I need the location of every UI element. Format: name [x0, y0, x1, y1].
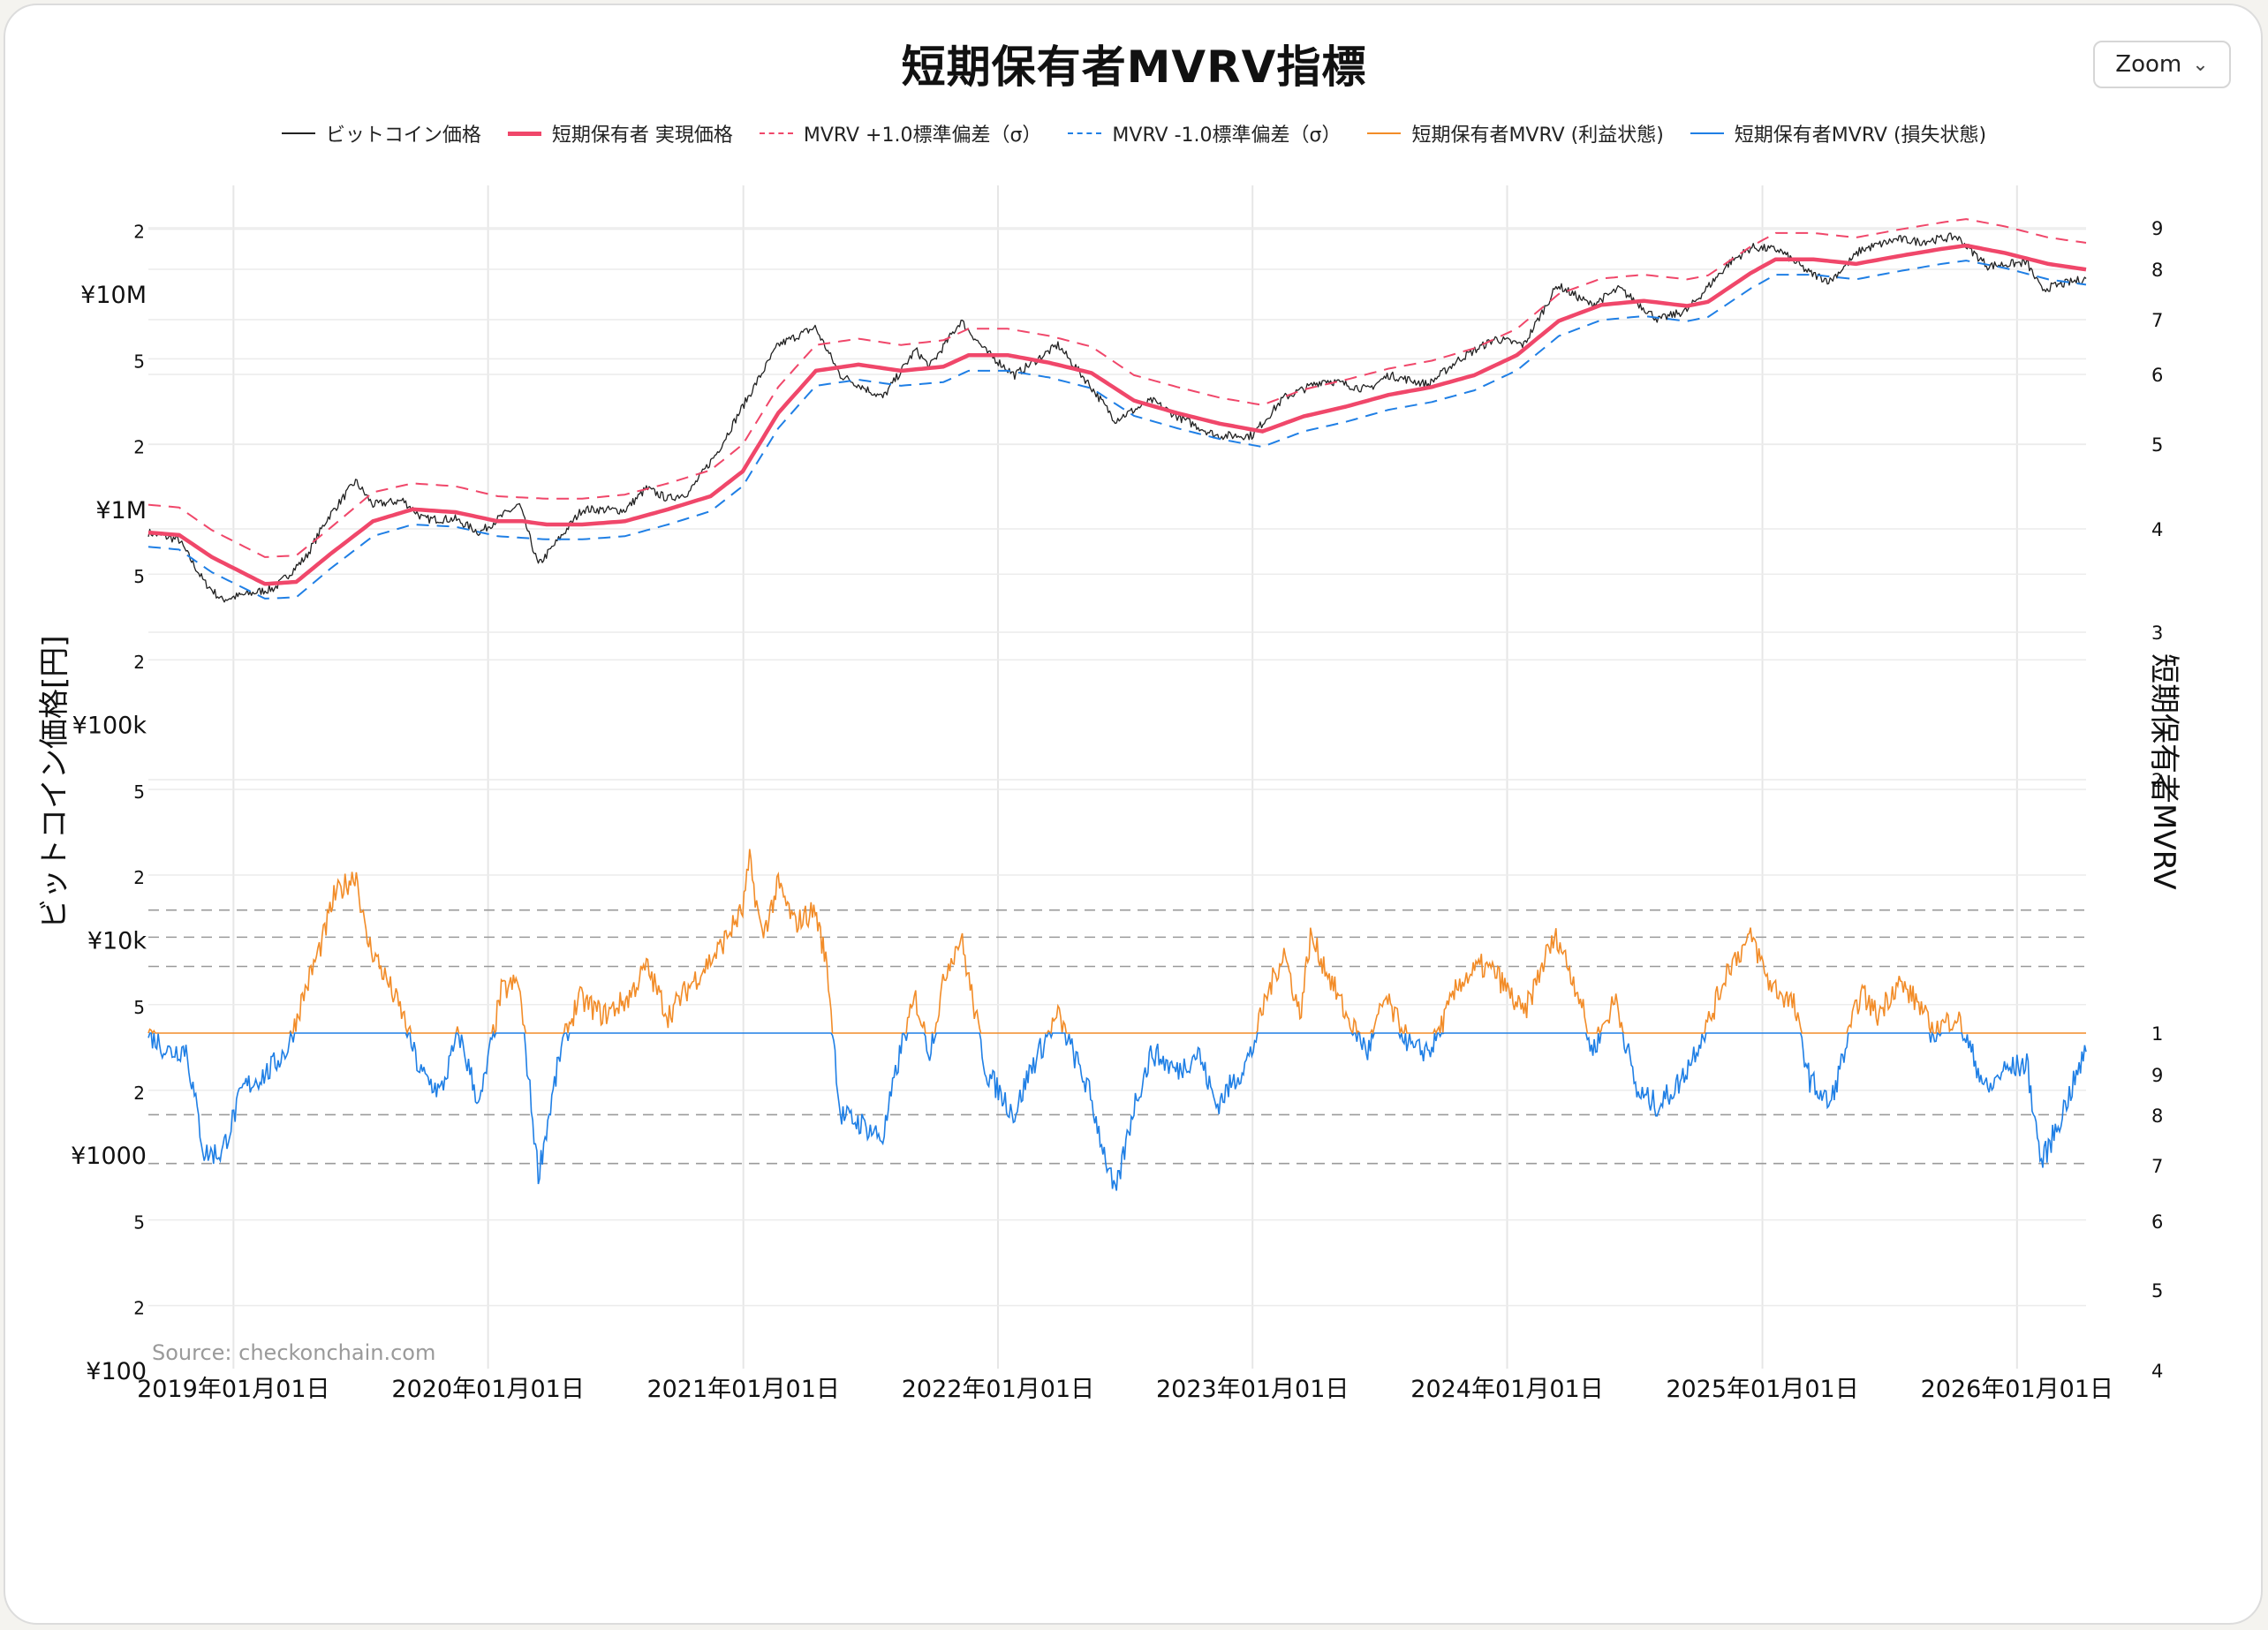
legend-item-plus-sigma[interactable]: MVRV +1.0標準偏差（σ） — [759, 119, 1042, 147]
right-axis-title: 短期保有者MVRV — [2146, 653, 2181, 890]
legend-swatch-mvrv-loss — [1690, 132, 1724, 134]
y-right-tick-label: 7 — [2151, 1156, 2163, 1177]
y-right-tick-label: 1 — [2151, 1023, 2163, 1045]
series-line-2 — [147, 218, 2087, 558]
series-layer — [147, 218, 2087, 1191]
y-right-tick-label: 2 — [2151, 770, 2163, 791]
x-tick-label: 2023年01月01日 — [1156, 1376, 1349, 1403]
y-left-tick-label: ¥10k — [87, 927, 147, 955]
y-left-tick-label: 2 — [133, 652, 145, 673]
series-line-mvrv-loss — [147, 1030, 2087, 1191]
legend-label: MVRV -1.0標準偏差（σ） — [1112, 125, 1342, 147]
y-left-tick-label: 2 — [133, 867, 145, 888]
y-right-tick-label: 8 — [2151, 260, 2163, 281]
legend-item-btc-price[interactable]: ビットコイン価格 — [281, 119, 481, 147]
x-tick-label: 2019年01月01日 — [137, 1376, 329, 1403]
x-tick-label: 2024年01月01日 — [1410, 1376, 1603, 1403]
legend-swatch-minus-sigma — [1068, 132, 1102, 134]
y-left-tick-label: 5 — [133, 1212, 145, 1234]
tick-labels: 2019年01月01日 2020年01月01日 2021年01月01日 2022年01… — [71, 218, 2163, 1403]
legend-item-mvrv-loss[interactable]: 短期保有者MVRV (損失状態) — [1690, 119, 1986, 147]
y-right-tick-label: 9 — [2151, 218, 2163, 239]
y-right-tick-label: 7 — [2151, 310, 2163, 331]
legend-swatch-mvrv-profit — [1367, 132, 1402, 134]
y-left-tick-label: 2 — [133, 1083, 145, 1104]
series-line-mvrv-profit — [147, 849, 2086, 1036]
y-right-tick-label: 5 — [2151, 434, 2163, 456]
y-right-tick-label: 6 — [2151, 365, 2163, 386]
y-right-tick-label: 6 — [2151, 1211, 2163, 1233]
legend-label: ビットコイン価格 — [325, 125, 481, 147]
legend-label: 短期保有者MVRV (損失状態) — [1734, 125, 1987, 147]
x-tick-label: 2025年01月01日 — [1666, 1376, 1858, 1403]
series-line-1 — [147, 243, 2087, 586]
legend-label: 短期保有者 実現価格 — [551, 125, 733, 147]
x-tick-label: 2021年01月01日 — [646, 1376, 839, 1403]
y-right-tick-label: 3 — [2151, 623, 2163, 644]
y-right-tick-label: 4 — [2151, 1361, 2163, 1382]
y-right-tick-label: 5 — [2151, 1280, 2163, 1302]
series-line-3 — [147, 260, 2087, 600]
legend-label: MVRV +1.0標準偏差（σ） — [803, 125, 1042, 147]
legend-item-minus-sigma[interactable]: MVRV -1.0標準偏差（σ） — [1068, 119, 1341, 147]
y-left-tick-label: 5 — [133, 781, 145, 803]
legend-swatch-realized-price — [507, 131, 541, 136]
series-line-0 — [147, 232, 2087, 603]
grid-layer — [148, 185, 2086, 1369]
legend-item-realized-price[interactable]: 短期保有者 実現価格 — [507, 119, 733, 147]
zoom-dropdown-button[interactable]: Zoom ⌄ — [2093, 41, 2231, 88]
y-left-tick-label: ¥100 — [86, 1358, 147, 1385]
y-right-tick-label: 8 — [2151, 1106, 2163, 1127]
y-left-tick-label: 5 — [133, 997, 145, 1018]
y-left-tick-label: 2 — [133, 222, 145, 243]
y-left-tick-label: ¥1000 — [71, 1143, 147, 1170]
source-credit: Source: checkonchain.com — [152, 1340, 436, 1365]
legend-label: 短期保有者MVRV (利益状態) — [1411, 125, 1664, 147]
y-left-tick-label: 5 — [133, 351, 145, 372]
y-right-tick-label: 4 — [2151, 519, 2163, 540]
x-tick-label: 2022年01月01日 — [902, 1376, 1094, 1403]
y-left-tick-label: 2 — [133, 1298, 145, 1319]
reference-lines — [148, 909, 2086, 1165]
zoom-label: Zoom — [2115, 51, 2182, 78]
left-axis-title: ビットコイン価格[円] — [37, 635, 72, 929]
chart-legend: ビットコイン価格 短期保有者 実現価格 MVRV +1.0標準偏差（σ） MVR… — [0, 118, 2268, 148]
page-title: 短期保有者MVRV指標 — [901, 42, 1367, 93]
y-right-tick-label: 9 — [2151, 1065, 2163, 1086]
y-left-tick-label: ¥100k — [72, 713, 147, 740]
y-left-tick-label: ¥1M — [95, 497, 147, 524]
chevron-down-icon: ⌄ — [2192, 53, 2209, 76]
y-left-tick-label: ¥10M — [80, 282, 147, 309]
legend-item-mvrv-profit[interactable]: 短期保有者MVRV (利益状態) — [1367, 119, 1664, 147]
x-tick-label: 2026年01月01日 — [1921, 1376, 2113, 1403]
x-tick-label: 2020年01月01日 — [391, 1376, 584, 1403]
y-left-tick-label: 2 — [133, 436, 145, 457]
legend-swatch-btc-price — [281, 132, 315, 134]
legend-swatch-plus-sigma — [759, 132, 793, 134]
y-left-tick-label: 5 — [133, 566, 145, 587]
